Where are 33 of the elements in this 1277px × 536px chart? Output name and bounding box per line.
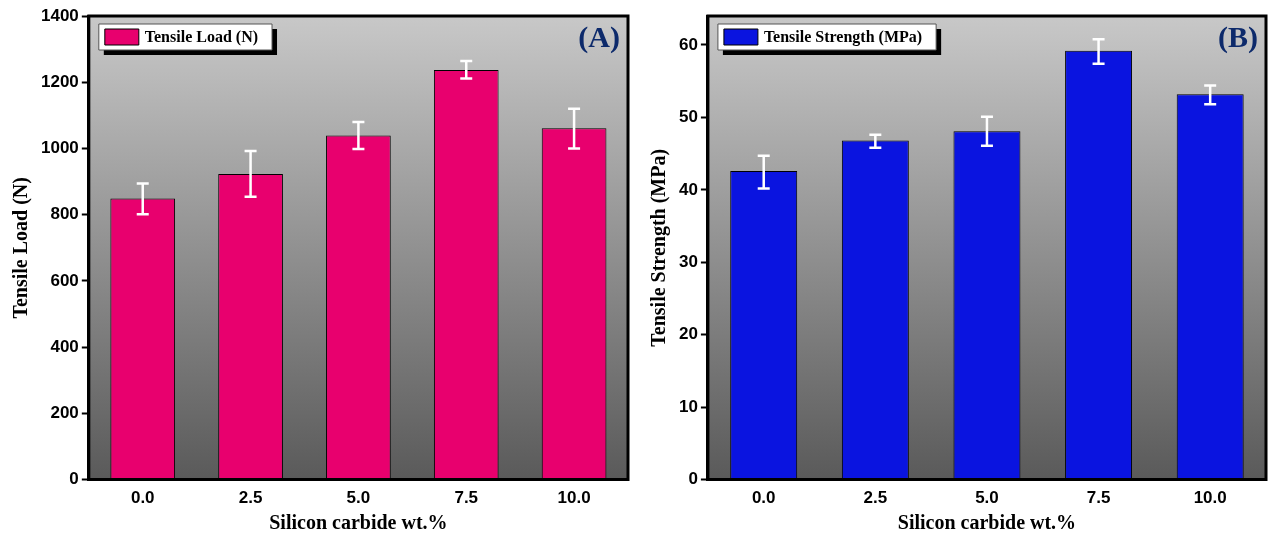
annotation: (A) (578, 19, 620, 54)
legend-label: Tensile Strength (MPa) (763, 28, 923, 47)
y-tick-label: 200 (50, 403, 79, 423)
legend-label: Tensile Load (N) (144, 28, 259, 47)
y-tick-label: 10 (678, 396, 698, 416)
x-tick-label: 10.0 (557, 488, 591, 508)
y-tick-label: 0 (688, 469, 698, 489)
x-tick-label: 10.0 (1193, 488, 1227, 508)
y-tick-label: 1000 (40, 138, 79, 158)
y-tick-label: 50 (678, 107, 698, 127)
y-tick-label: 0 (69, 469, 79, 489)
y-tick-label: 400 (50, 336, 79, 356)
x-tick-label: 5.0 (975, 488, 999, 508)
x-tick-label: 0.0 (130, 488, 155, 508)
x-axis-title: Silicon carbide wt.% (897, 511, 1077, 534)
x-axis-title: Silicon carbide wt.% (269, 511, 448, 534)
y-tick-label: 600 (50, 270, 79, 290)
x-tick-label: 7.5 (454, 488, 479, 508)
x-tick-label: 2.5 (238, 488, 263, 508)
y-tick-label: 800 (50, 204, 79, 224)
annotation: (B) (1218, 19, 1258, 54)
x-tick-label: 7.5 (1086, 488, 1111, 508)
x-tick-label: 0.0 (751, 488, 776, 508)
x-tick-label: 5.0 (346, 488, 371, 508)
x-tick-label: 2.5 (863, 488, 888, 508)
y-axis-title: Tensile Strength (MPa) (647, 148, 671, 347)
y-axis-title: Tensile Load (N) (9, 177, 33, 319)
y-tick-label: 20 (678, 324, 698, 344)
y-tick-label: 30 (678, 251, 698, 271)
y-tick-label: 1200 (40, 71, 79, 91)
y-tick-label: 40 (678, 179, 698, 199)
y-tick-label: 1400 (40, 5, 79, 25)
y-tick-label: 60 (678, 34, 698, 54)
